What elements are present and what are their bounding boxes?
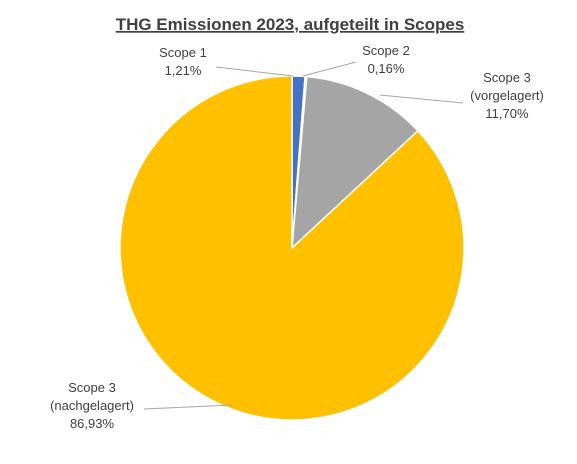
slice-label-2: Scope 3 (vorgelagert) 11,70% — [470, 70, 544, 121]
slice-value-label: 0,16% — [368, 61, 405, 76]
chart-title: THG Emissionen 2023, aufgeteilt in Scope… — [116, 15, 465, 34]
slice-value-label: 11,70% — [485, 106, 529, 121]
slice-name-label: Scope 3 — [68, 380, 116, 395]
slice-label-1: Scope 2 0,16% — [362, 43, 410, 76]
slice-value-label: 1,21% — [165, 63, 202, 78]
slice-name-label: Scope 3 — [483, 70, 531, 85]
pie-slices — [119, 75, 465, 421]
pie-slice-2 — [291, 75, 419, 250]
leader-line-3 — [143, 404, 233, 410]
slice-name-label: Scope 1 — [159, 45, 207, 60]
leader-line-1 — [302, 61, 357, 77]
slice-labels: Scope 1 1,21% Scope 2 0,16% Scope 3 (vorgelag… — [50, 43, 544, 431]
slice-label-3: Scope 3 (nachgelagert) 86,93% — [50, 380, 134, 431]
leader-line-0 — [215, 66, 294, 77]
leader-line-2 — [379, 94, 464, 104]
slice-name-label: (nachgelagert) — [50, 398, 134, 413]
slice-name-label: Scope 2 — [362, 43, 410, 58]
slice-name-label: (vorgelagert) — [470, 88, 544, 103]
leader-lines — [143, 61, 464, 410]
slice-label-0: Scope 1 1,21% — [159, 45, 207, 78]
slice-value-label: 86,93% — [70, 416, 115, 431]
